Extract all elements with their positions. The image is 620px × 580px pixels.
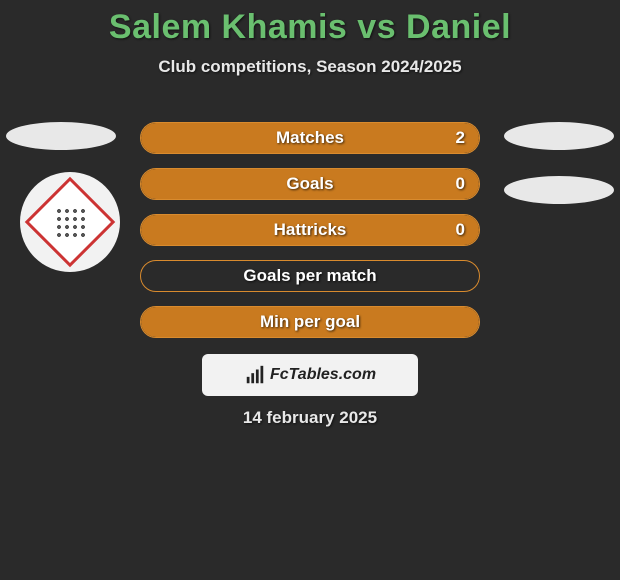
club-logo-pattern: [55, 207, 85, 237]
page-title: Salem Khamis vs Daniel: [0, 0, 620, 47]
stat-rows: Matches2Goals0Hattricks0Goals per matchM…: [140, 122, 480, 352]
stat-row: Matches2: [140, 122, 480, 154]
stat-row-label: Goals: [141, 174, 479, 194]
footer-brand-text: FcTables.com: [270, 366, 376, 384]
stat-row-label: Goals per match: [141, 266, 479, 286]
player-right-badge-bottom: [504, 176, 614, 204]
footer-date: 14 february 2025: [0, 408, 620, 428]
stats-card: Salem Khamis vs Daniel Club competitions…: [0, 0, 620, 580]
club-logo-diamond: [25, 177, 116, 268]
stat-row-value: 0: [456, 220, 465, 240]
stat-row-label: Min per goal: [141, 312, 479, 332]
player-right-badge-top: [504, 122, 614, 150]
stat-row-value: 0: [456, 174, 465, 194]
stat-row: Goals per match: [140, 260, 480, 292]
chart-icon: [244, 364, 266, 386]
stat-row-label: Hattricks: [141, 220, 479, 240]
player-left-badge-top: [6, 122, 116, 150]
stat-row-label: Matches: [141, 128, 479, 148]
season-subtitle: Club competitions, Season 2024/2025: [0, 57, 620, 77]
stat-row-value: 2: [456, 128, 465, 148]
footer-brand-badge[interactable]: FcTables.com: [202, 354, 418, 396]
stat-row: Min per goal: [140, 306, 480, 338]
stat-row: Hattricks0: [140, 214, 480, 246]
stat-row: Goals0: [140, 168, 480, 200]
club-logo: [20, 172, 120, 272]
